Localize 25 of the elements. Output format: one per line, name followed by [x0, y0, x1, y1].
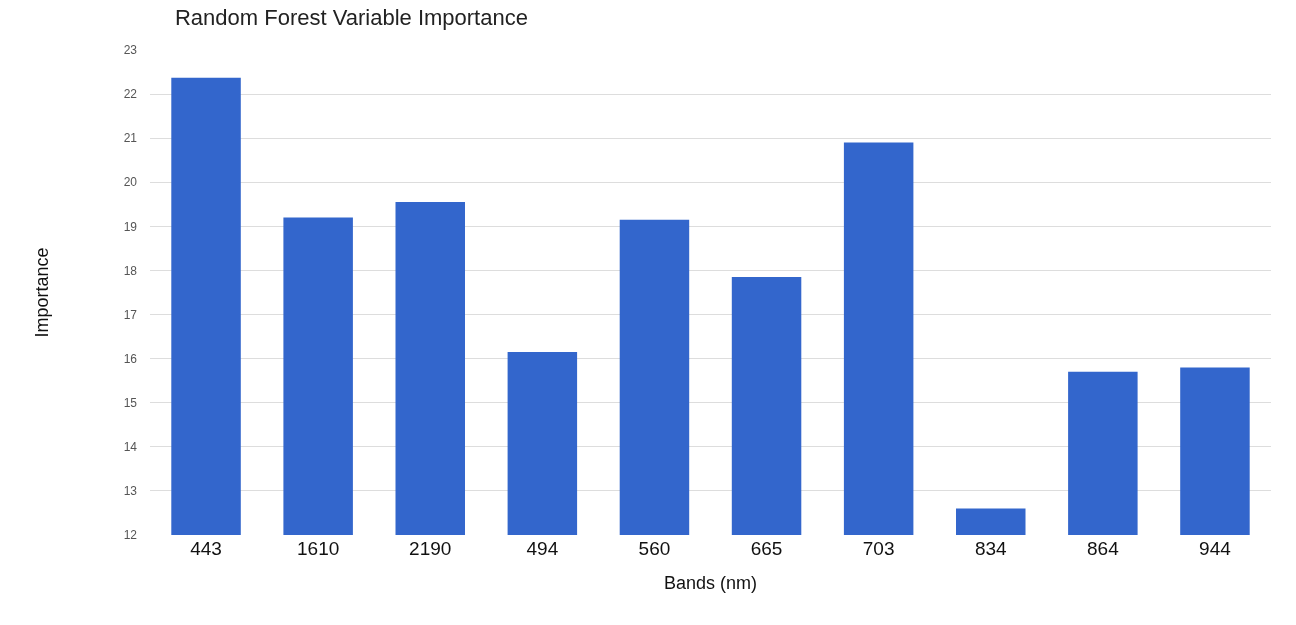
y-tick-label: 23 — [123, 43, 138, 58]
x-tick-label: 703 — [862, 538, 895, 559]
x-tick-label: 864 — [1087, 538, 1120, 559]
y-tick-label: 19 — [123, 219, 138, 234]
x-tick-label: 560 — [638, 538, 671, 559]
x-tick-label: 443 — [190, 538, 222, 559]
y-axis-title: Importance — [31, 247, 52, 338]
x-axis-title: Bands (nm) — [663, 573, 758, 594]
x-tick-label: 665 — [750, 538, 783, 559]
y-tick-label: 18 — [123, 263, 138, 278]
y-tick-label: 16 — [123, 351, 138, 366]
y-tick-label: 22 — [123, 87, 138, 102]
x-tick-label: 494 — [526, 538, 559, 559]
y-tick-label: 12 — [123, 528, 138, 543]
x-tick-label: 944 — [1199, 538, 1232, 559]
chart-title: Random Forest Variable Importance — [174, 4, 528, 30]
y-tick-label: 15 — [123, 395, 138, 410]
y-tick-label: 17 — [123, 307, 138, 322]
x-tick-label: 834 — [974, 538, 1008, 559]
y-tick-label: 20 — [123, 175, 138, 190]
y-tick-label: 13 — [123, 484, 138, 499]
x-tick-label: 2190 — [409, 538, 452, 559]
y-tick-label: 14 — [123, 440, 138, 455]
x-tick-label: 1610 — [297, 538, 340, 559]
y-tick-label: 21 — [123, 131, 138, 146]
